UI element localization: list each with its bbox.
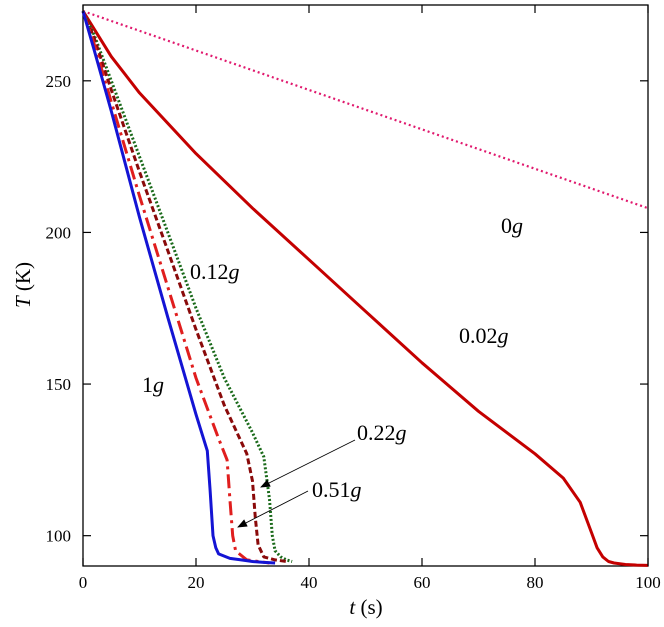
y-axis-var: T (11, 295, 35, 308)
annotation-1g-num: 1 (142, 372, 153, 397)
annotation-0g-unit: g (512, 213, 523, 238)
arrow-0.22g (260, 439, 356, 488)
x-tick-label: 40 (301, 573, 318, 592)
x-axis-unit: (s) (355, 595, 382, 619)
arrow-0.51g (237, 490, 309, 528)
annotation-1g-unit: g (153, 372, 164, 397)
series-line-1 (81, 10, 649, 567)
series-line-5 (81, 10, 276, 565)
series-line-0 (82, 10, 649, 210)
plot-frame (82, 4, 649, 567)
y-tick-label: 250 (46, 72, 72, 91)
x-axis-var: t (349, 595, 356, 619)
y-axis-label: T (K) (11, 262, 35, 308)
x-tick-label: 60 (414, 573, 431, 592)
annotation-0.22g-num: 0.22 (357, 420, 396, 445)
annotation-0.51g-unit: g (351, 477, 362, 502)
x-axis-label: t (s) (349, 595, 382, 619)
annotation-0g: 0g (501, 213, 523, 238)
annotation-0.12g-num: 0.12 (190, 259, 229, 284)
y-axis-unit: (K) (11, 262, 35, 296)
annotation-0.51g: 0.51g (312, 477, 362, 502)
x-tick-label: 20 (188, 573, 205, 592)
x-tick-label: 100 (635, 573, 661, 592)
annotation-1g: 1g (142, 372, 164, 397)
annotation-0.12g: 0.12g (190, 259, 240, 284)
y-tick-label: 150 (46, 375, 72, 394)
annotation-0.02g: 0.02g (459, 323, 509, 348)
annotation-0.12g-unit: g (229, 259, 240, 284)
annotation-0.22g: 0.22g (357, 420, 407, 445)
annotation-0.51g-num: 0.51 (312, 477, 351, 502)
series-line-2 (81, 10, 293, 563)
x-tick-label: 80 (527, 573, 544, 592)
annotation-0g-num: 0 (501, 213, 512, 238)
tick-layer: 0 20 40 60 80 100 100 150 200 250 (46, 5, 661, 592)
series-line-4 (81, 10, 270, 565)
annotation-0.22g-unit: g (396, 420, 407, 445)
series-layer (81, 10, 649, 567)
x-tick-label: 0 (79, 573, 88, 592)
annotation-0.02g-num: 0.02 (459, 323, 498, 348)
y-tick-label: 100 (46, 527, 72, 546)
annotation-0.02g-unit: g (498, 323, 509, 348)
y-tick-label: 200 (46, 223, 72, 242)
series-line-3 (81, 10, 287, 563)
